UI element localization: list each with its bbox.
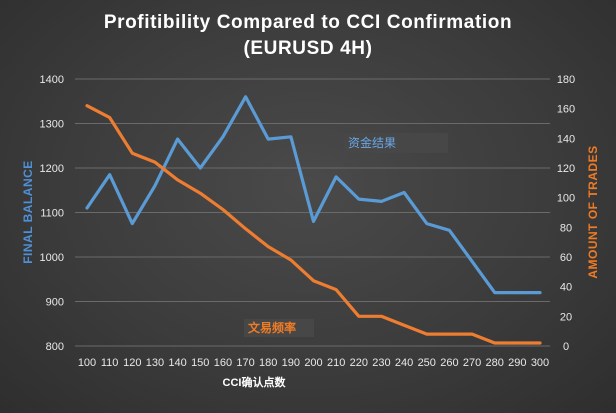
series-line-trades — [85, 104, 542, 345]
left-tick-label-1100: 1100 — [40, 208, 64, 220]
x-tick-label-210: 210 — [327, 357, 345, 369]
chart-title: Profitibility Compared to CCI Confirmati… — [104, 12, 512, 33]
x-tick-label-150: 150 — [191, 357, 209, 369]
left-tick-label-1400: 1400 — [40, 74, 64, 86]
x-tick-label-200: 200 — [304, 357, 322, 369]
right-tick-label-120: 120 — [557, 163, 575, 175]
series-line-balance — [85, 95, 542, 295]
x-tick-label-100: 100 — [78, 357, 96, 369]
x-tick-label-230: 230 — [372, 357, 390, 369]
x-tick-label-250: 250 — [418, 357, 436, 369]
left-tick-label-1300: 1300 — [40, 119, 64, 131]
right-tick-label-100: 100 — [557, 193, 575, 205]
right-tick-label-140: 140 — [557, 133, 575, 145]
right-axis-title: AMOUNT OF TRADES — [586, 145, 600, 278]
series-label-box-trades — [244, 319, 314, 337]
x-tick-label-160: 160 — [214, 357, 232, 369]
x-tick-label-240: 240 — [395, 357, 413, 369]
x-tick-label-220: 220 — [350, 357, 368, 369]
x-tick-label-300: 300 — [531, 357, 549, 369]
x-tick-label-190: 190 — [282, 357, 300, 369]
series-layer — [85, 95, 542, 345]
series-label-box-balance — [344, 133, 448, 153]
gridlines — [75, 78, 550, 347]
left-tick-label-900: 900 — [46, 297, 64, 309]
right-tick-label-60: 60 — [560, 252, 572, 264]
right-tick-label-160: 160 — [557, 104, 575, 116]
right-tick-label-80: 80 — [560, 222, 572, 234]
series-label-trades: 文易频率 — [248, 320, 296, 335]
right-tick-label-180: 180 — [557, 74, 575, 86]
right-tick-label-0: 0 — [563, 341, 569, 353]
series-label-balance: 资金结果 — [348, 135, 396, 150]
x-tick-label-260: 260 — [440, 357, 458, 369]
left-axis-title: FINAL BALANCE — [21, 160, 35, 264]
x-tick-label-180: 180 — [259, 357, 277, 369]
x-tick-label-130: 130 — [146, 357, 164, 369]
left-tick-label-800: 800 — [46, 341, 64, 353]
right-axis-ticks: 0 20 40 60 80 100 120 140 160 180 — [557, 74, 575, 353]
x-tick-label-170: 170 — [236, 357, 254, 369]
x-tick-label-290: 290 — [508, 357, 526, 369]
x-tick-label-110: 110 — [101, 357, 119, 369]
x-axis-ticks: 100 110 120 130 140 150 160 170 180 190 200 210 220 2… — [78, 357, 549, 369]
x-tick-label-140: 140 — [168, 357, 186, 369]
chart-subtitle: (EURUSD 4H) — [243, 38, 372, 59]
right-tick-label-40: 40 — [560, 282, 572, 294]
left-axis-ticks: 800 900 1000 1100 1200 1300 1400 — [40, 74, 64, 353]
right-tick-label-20: 20 — [560, 311, 572, 323]
left-tick-label-1000: 1000 — [40, 252, 64, 264]
x-tick-label-120: 120 — [123, 357, 141, 369]
left-tick-label-1200: 1200 — [40, 163, 64, 175]
x-tick-label-270: 270 — [463, 357, 481, 369]
x-tick-label-280: 280 — [486, 357, 504, 369]
x-axis-title: CCI确认点数 — [223, 375, 287, 389]
